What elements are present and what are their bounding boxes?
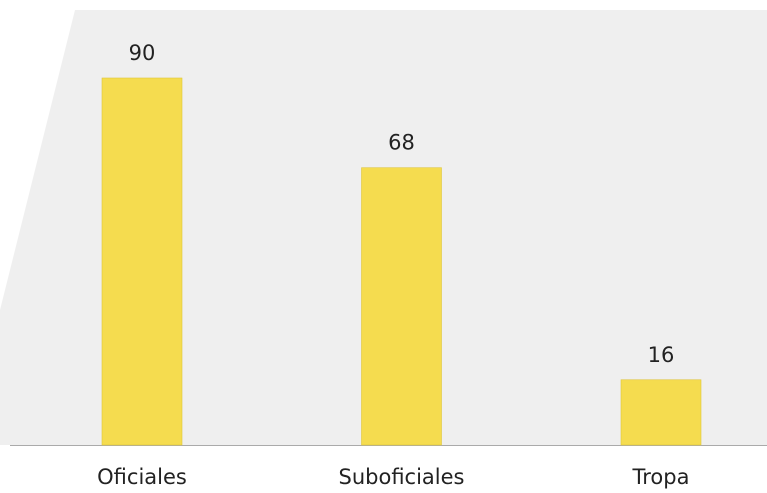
x-tick-label: Suboficiales [339, 465, 465, 489]
value-label: 90 [129, 41, 156, 65]
x-tick-label: Tropa [632, 465, 690, 489]
x-tick-label: Oficiales [97, 465, 187, 489]
bar [101, 77, 183, 446]
bar [361, 167, 442, 446]
bar [620, 379, 702, 446]
value-label: 68 [388, 131, 415, 155]
value-label: 16 [648, 343, 675, 367]
